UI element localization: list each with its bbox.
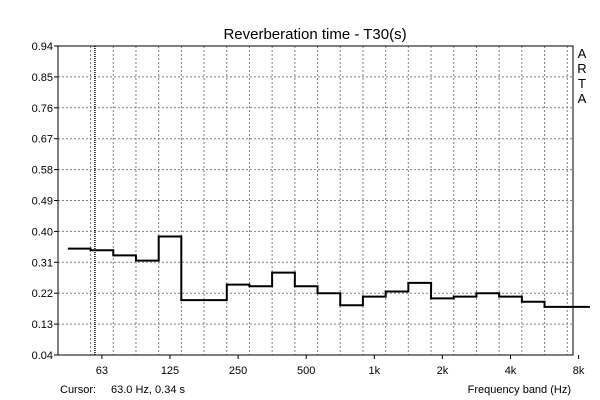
- x-tick-label: 250: [229, 365, 247, 377]
- y-tick-label: 0.49: [32, 196, 53, 208]
- chart-grid: [58, 46, 573, 355]
- x-tick-label: 500: [297, 365, 315, 377]
- y-tick-label: 0.85: [32, 72, 53, 84]
- x-axis-label: Frequency band (Hz): [468, 384, 571, 396]
- brand-letter: T: [578, 76, 586, 91]
- cursor-label: Cursor:: [60, 384, 96, 396]
- x-tick-label: 125: [161, 365, 179, 377]
- y-tick-label: 0.31: [32, 257, 53, 269]
- x-tick-label: 2k: [437, 365, 449, 377]
- x-tick-label: 8k: [573, 365, 585, 377]
- y-tick-label: 0.94: [32, 41, 53, 53]
- plot-frame: [57, 45, 574, 356]
- chart-title: Reverberation time - T30(s): [223, 26, 406, 43]
- y-tick-label: 0.58: [32, 165, 53, 177]
- series-line: [67, 235, 590, 308]
- brand-letter: R: [577, 61, 586, 76]
- y-tick-label: 0.40: [32, 226, 53, 238]
- x-tick-label: 1k: [368, 365, 380, 377]
- y-tick-label: 0.22: [32, 288, 53, 300]
- y-tick-label: 0.76: [32, 103, 53, 115]
- x-tick-label: 63: [96, 365, 108, 377]
- y-tick-label: 0.04: [32, 350, 53, 362]
- brand-letter: A: [578, 91, 587, 106]
- y-tick-label: 0.13: [32, 319, 53, 331]
- cursor-readout: 63.0 Hz, 0.34 s: [111, 384, 185, 396]
- y-tick-label: 0.67: [32, 134, 53, 146]
- x-tick-label: 4k: [505, 365, 517, 377]
- brand-letter: A: [578, 46, 587, 61]
- y-axis-ticks: 0.94 0.85 0.76 0.67 0.58 0.49 0.40 0.31 0.22 0.13…: [32, 41, 58, 362]
- x-axis-ticks: 63 125 250 500 1k 2k 4k 8k: [96, 355, 585, 377]
